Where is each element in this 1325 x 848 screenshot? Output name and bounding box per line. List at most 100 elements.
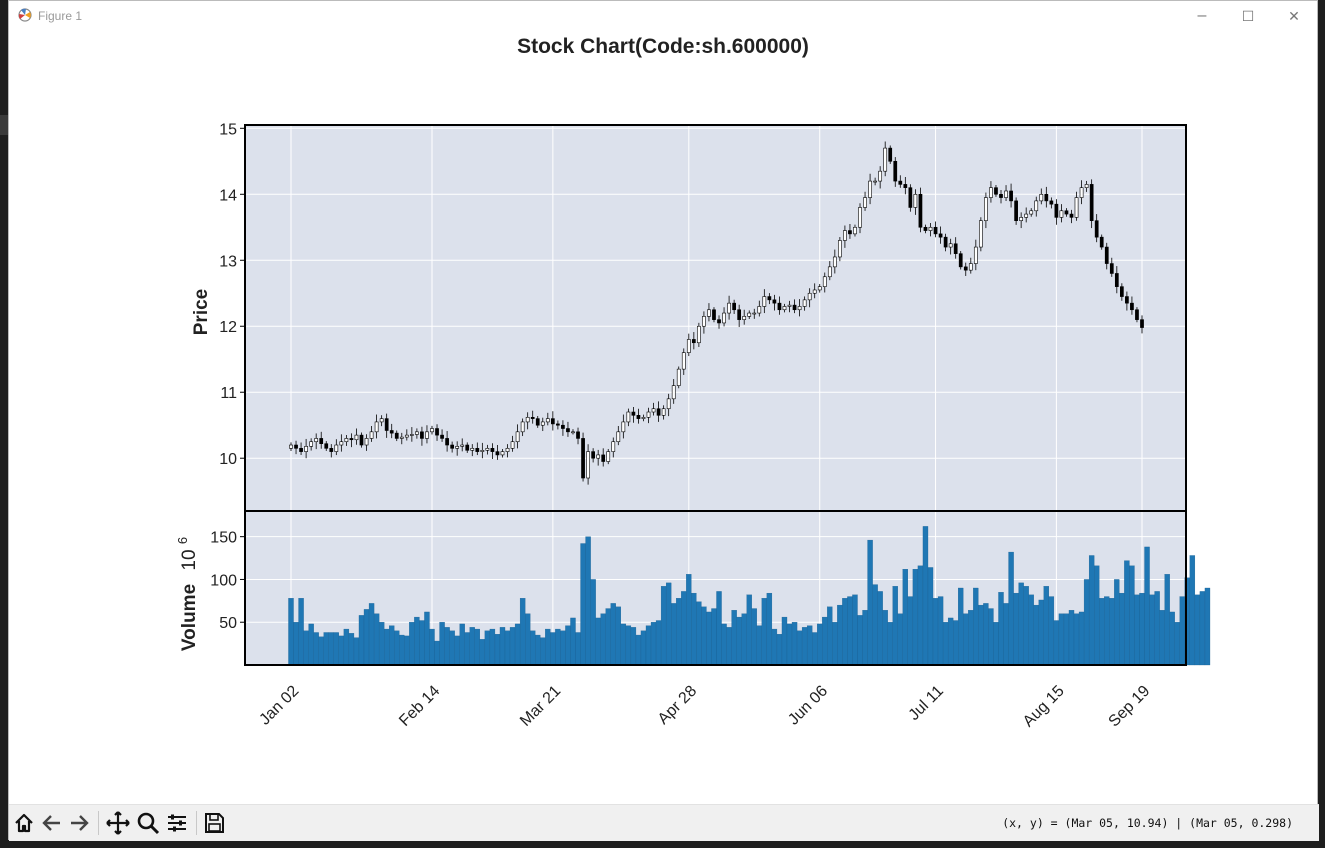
candlestick	[772, 294, 777, 311]
candlestick	[611, 437, 616, 458]
candlestick	[561, 420, 565, 436]
volume-bar	[373, 613, 380, 666]
price-tick-label: 13	[219, 253, 237, 270]
volume-bar	[801, 627, 808, 666]
candlestick	[1049, 197, 1054, 209]
volume-bar	[922, 526, 929, 666]
candlestick	[334, 439, 339, 456]
volume-bar	[756, 625, 762, 666]
candlestick	[918, 187, 923, 233]
forward-button[interactable]	[67, 811, 91, 835]
volume-bar	[1099, 598, 1105, 666]
back-button[interactable]	[40, 811, 64, 835]
minimize-button[interactable]: –	[1179, 1, 1225, 31]
candlestick	[495, 445, 500, 460]
candlestick	[651, 402, 656, 416]
zoom-button[interactable]	[136, 811, 160, 835]
volume-bar	[580, 543, 586, 666]
volume-bar	[323, 632, 329, 666]
figure-canvas[interactable]: Stock Chart(Code:sh.600000) 10 11 12 13 14 15…	[9, 31, 1319, 804]
save-button[interactable]	[202, 811, 226, 835]
navigation-toolbar: (x, y) = (Mar 05, 10.94) | (Mar 05, 0.29…	[9, 804, 1319, 841]
volume-bar	[1124, 560, 1130, 666]
volume-bar	[947, 617, 954, 666]
volume-bar	[358, 615, 365, 666]
volume-bar	[1109, 598, 1115, 666]
candlestick	[384, 413, 389, 438]
volume-bar	[796, 630, 803, 666]
volume-bar	[313, 632, 319, 666]
candlestick	[490, 443, 495, 460]
volume-bar	[595, 617, 601, 666]
volume-bar	[429, 628, 435, 666]
price-axes[interactable]: 10 11 12 13 14 15 Price	[191, 121, 1187, 512]
candlestick	[676, 366, 681, 389]
volume-bar	[434, 640, 440, 666]
volume-bar	[1033, 604, 1039, 666]
candlestick	[999, 190, 1003, 204]
candlestick	[1140, 315, 1144, 334]
candlestick	[752, 308, 757, 319]
candlestick	[374, 414, 379, 439]
volume-ticks: 50 100 150	[210, 530, 245, 632]
volume-bar	[1058, 613, 1065, 666]
candlestick	[1074, 191, 1079, 221]
volume-bar	[998, 592, 1004, 666]
volume-bar	[565, 625, 571, 666]
candlestick	[540, 417, 545, 432]
candlestick	[898, 175, 903, 188]
candlestick	[596, 449, 601, 466]
volume-label-text: Volume	[179, 584, 200, 651]
home-button[interactable]	[12, 811, 36, 835]
volume-bar	[419, 620, 425, 666]
candlestick	[389, 423, 394, 439]
volume-bar	[449, 630, 455, 666]
candlestick	[404, 429, 409, 441]
volume-bar	[555, 628, 561, 666]
volume-bar	[806, 625, 813, 666]
candlestick	[787, 300, 792, 313]
close-button[interactable]: ✕	[1271, 1, 1317, 31]
volume-bar	[494, 634, 501, 666]
candlestick	[661, 405, 666, 420]
volume-bar	[1174, 622, 1180, 666]
volume-bar	[1013, 592, 1019, 666]
volume-bar	[1164, 574, 1170, 666]
volume-bar	[953, 620, 959, 666]
volume-bar	[917, 565, 924, 666]
candlestick	[631, 407, 636, 423]
candlestick	[989, 181, 993, 203]
candlestick	[344, 434, 349, 446]
candlestick	[686, 333, 691, 357]
figure-window: Figure 1 – ☐ ✕ Stock Chart(Code:sh.60000…	[8, 0, 1319, 841]
volume-bar	[877, 591, 883, 666]
volume-bar	[368, 603, 375, 666]
candlestick	[455, 441, 460, 456]
candlestick	[450, 441, 454, 453]
maximize-button[interactable]: ☐	[1225, 1, 1271, 31]
volume-bar	[514, 623, 521, 666]
candlestick	[1004, 185, 1008, 202]
volume-bar	[545, 628, 551, 666]
volume-bar	[318, 636, 324, 666]
candlestick	[868, 173, 872, 205]
candlestick	[908, 184, 913, 212]
volume-axes[interactable]: 50 100 150 Volume 10 6	[175, 510, 1211, 666]
matplotlib-icon	[18, 8, 32, 22]
candlestick	[747, 310, 752, 319]
configure-subplots-button[interactable]	[165, 811, 189, 835]
volume-bar	[389, 625, 395, 666]
candlestick	[1069, 209, 1074, 224]
candlestick	[646, 407, 651, 424]
pan-button[interactable]	[106, 811, 130, 835]
volume-bar	[927, 567, 934, 666]
candlestick	[566, 421, 570, 437]
volume-bar	[615, 606, 621, 666]
home-icon	[15, 813, 33, 833]
volume-bar	[519, 598, 526, 666]
volume-bar	[978, 604, 984, 666]
volume-bar	[605, 608, 611, 666]
candlestick	[782, 303, 787, 313]
volume-bar	[1003, 603, 1009, 666]
volume-bar	[1038, 599, 1044, 666]
